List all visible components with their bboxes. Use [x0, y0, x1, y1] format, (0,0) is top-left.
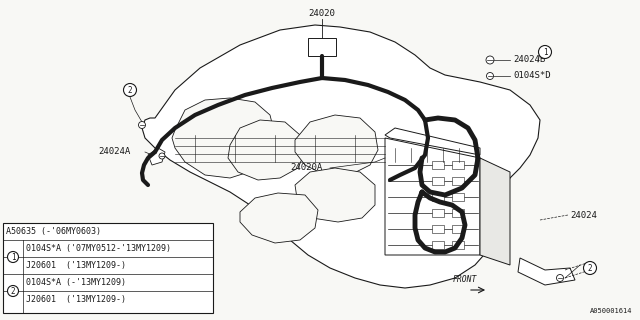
Bar: [432, 161, 444, 169]
Text: J20601  ('13MY1209-): J20601 ('13MY1209-): [26, 295, 126, 304]
Text: 2: 2: [128, 86, 132, 95]
Circle shape: [557, 275, 563, 282]
Text: 24024: 24024: [570, 211, 597, 220]
Text: FRONT: FRONT: [453, 275, 477, 284]
Circle shape: [159, 153, 165, 159]
Text: 2: 2: [11, 287, 15, 296]
Bar: [432, 193, 444, 201]
Circle shape: [8, 285, 19, 297]
Polygon shape: [385, 128, 480, 155]
Polygon shape: [228, 120, 305, 180]
Text: 24024B: 24024B: [513, 55, 545, 65]
Text: 24020A: 24020A: [290, 164, 323, 172]
Polygon shape: [385, 138, 480, 255]
Bar: [432, 225, 444, 233]
Text: 1: 1: [543, 48, 547, 57]
Circle shape: [486, 56, 494, 64]
Polygon shape: [148, 148, 165, 165]
Circle shape: [538, 45, 552, 59]
Circle shape: [138, 122, 145, 129]
Text: 24020: 24020: [308, 10, 335, 19]
Polygon shape: [142, 25, 540, 288]
Text: 0104S*A (-'13MY1209): 0104S*A (-'13MY1209): [26, 278, 126, 287]
Text: 0104S*D: 0104S*D: [513, 71, 550, 81]
Text: 0104S*A ('07MY0512-'13MY1209): 0104S*A ('07MY0512-'13MY1209): [26, 244, 171, 253]
Bar: [452, 193, 464, 201]
Bar: [432, 177, 444, 185]
Text: 24024A: 24024A: [98, 148, 131, 156]
Bar: [452, 177, 464, 185]
Circle shape: [486, 73, 493, 79]
Bar: [308, 38, 336, 56]
Bar: [3, 223, 213, 313]
Text: J20601  ('13MY1209-): J20601 ('13MY1209-): [26, 261, 126, 270]
Text: A050001614: A050001614: [589, 308, 632, 314]
Polygon shape: [172, 98, 275, 178]
Circle shape: [8, 252, 19, 262]
Polygon shape: [295, 168, 375, 222]
Text: A50635 (-'06MY0603): A50635 (-'06MY0603): [6, 227, 101, 236]
Polygon shape: [480, 158, 510, 265]
Bar: [432, 241, 444, 249]
Circle shape: [124, 84, 136, 97]
Bar: [432, 209, 444, 217]
Text: 2: 2: [588, 264, 592, 273]
Bar: [452, 161, 464, 169]
Polygon shape: [240, 193, 318, 243]
Text: 1: 1: [11, 253, 15, 262]
Bar: [452, 209, 464, 217]
Polygon shape: [518, 258, 575, 285]
Bar: [452, 225, 464, 233]
Circle shape: [584, 261, 596, 275]
Polygon shape: [295, 115, 378, 175]
Bar: [452, 241, 464, 249]
